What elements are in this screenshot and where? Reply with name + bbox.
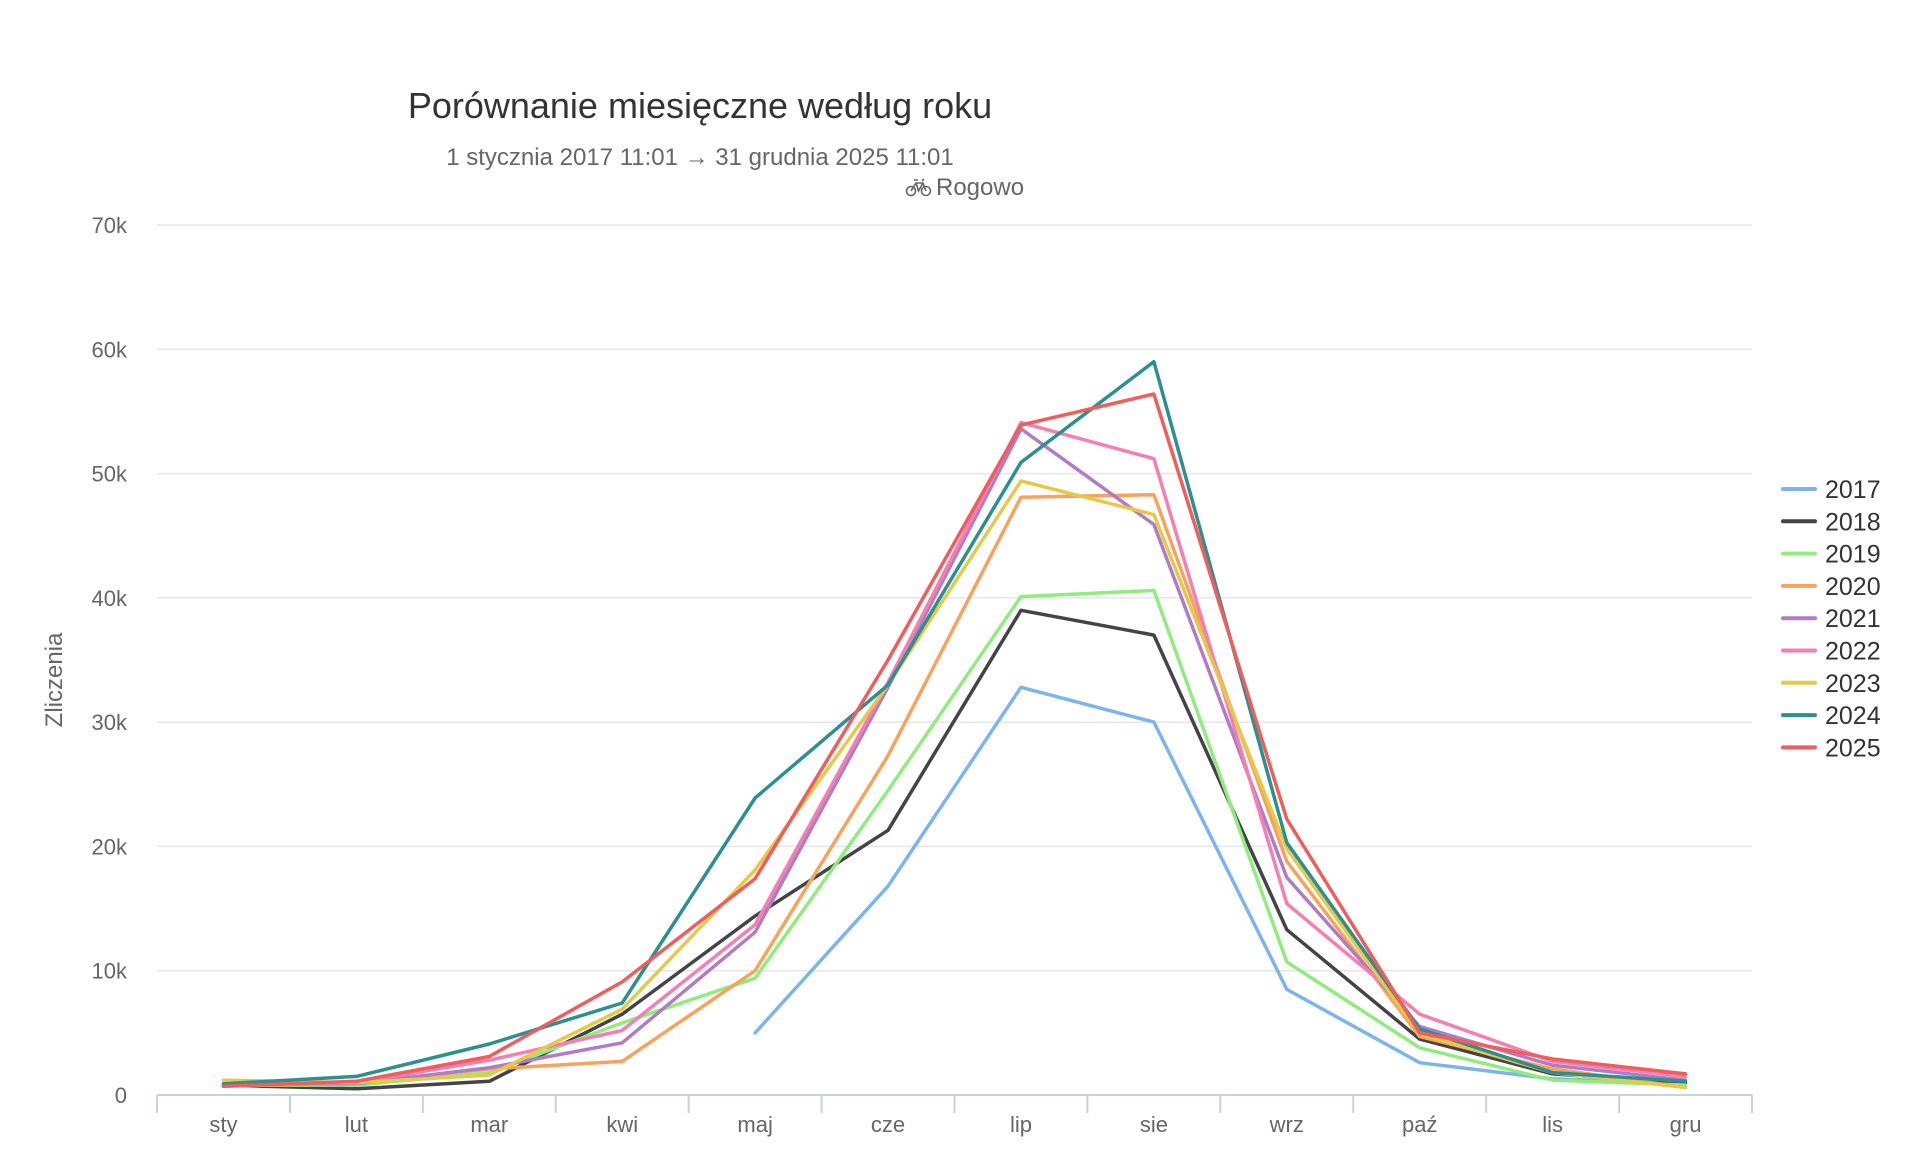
y-tick-label: 20k bbox=[92, 834, 128, 859]
x-tick-label: kwi bbox=[606, 1112, 638, 1137]
series-line-2017[interactable] bbox=[753, 685, 1688, 1086]
series-line-2019[interactable] bbox=[221, 588, 1688, 1087]
x-tick-label: sie bbox=[1140, 1112, 1168, 1137]
x-tick-label: lis bbox=[1542, 1112, 1563, 1137]
x-tick-label: sty bbox=[209, 1112, 237, 1137]
legend-item-2018[interactable]: 2018 bbox=[1781, 508, 1881, 536]
x-tick-label: mar bbox=[470, 1112, 508, 1137]
legend-label: 2021 bbox=[1825, 605, 1881, 633]
legend-item-2022[interactable]: 2022 bbox=[1781, 638, 1881, 666]
legend-label: 2020 bbox=[1825, 573, 1881, 601]
legend-label: 2018 bbox=[1825, 508, 1881, 536]
series-line-2023[interactable] bbox=[221, 479, 1688, 1090]
y-axis-title: Zliczenia bbox=[41, 632, 68, 727]
y-tick-label: 0 bbox=[115, 1083, 127, 1108]
location-line: Rogowo bbox=[905, 174, 1024, 201]
x-tick-label: cze bbox=[871, 1112, 905, 1137]
y-tick-label: 60k bbox=[92, 337, 128, 362]
location-label: Rogowo bbox=[936, 174, 1024, 201]
legend-item-2025[interactable]: 2025 bbox=[1781, 734, 1881, 762]
x-tick-label: lut bbox=[345, 1112, 368, 1137]
y-tick-label: 50k bbox=[92, 462, 128, 487]
bicycle-icon bbox=[905, 178, 932, 197]
series-line-2025[interactable] bbox=[221, 392, 1688, 1089]
legend-label: 2024 bbox=[1825, 702, 1881, 730]
y-axis-ticks: 0 10k 20k 30k 40k 50k 60k 70k bbox=[92, 213, 128, 1108]
legend-item-2021[interactable]: 2021 bbox=[1781, 605, 1881, 633]
legend-label: 2025 bbox=[1825, 734, 1881, 762]
y-tick-label: 10k bbox=[92, 959, 128, 984]
grid-lines bbox=[157, 224, 1752, 972]
x-tick-label: wrz bbox=[1269, 1112, 1304, 1137]
x-tick-label: lip bbox=[1010, 1112, 1032, 1137]
y-tick-label: 30k bbox=[92, 710, 128, 735]
legend-label: 2017 bbox=[1825, 476, 1881, 504]
legend-item-2024[interactable]: 2024 bbox=[1781, 702, 1881, 730]
legend-item-2019[interactable]: 2019 bbox=[1781, 541, 1881, 569]
legend-item-2017[interactable]: 2017 bbox=[1781, 476, 1881, 504]
x-tick-label: maj bbox=[737, 1112, 772, 1137]
chart-subtitle: 1 stycznia 2017 11:01 → 31 grudnia 2025 … bbox=[446, 144, 953, 171]
y-tick-label: 40k bbox=[92, 586, 128, 611]
legend: 2017 2018 2019 2020 2021 2022 2023 2024 2025 bbox=[1781, 476, 1881, 762]
x-axis: sty lut mar kwi maj cze lip sie wrz paź lis gru bbox=[156, 1094, 1753, 1137]
legend-item-2020[interactable]: 2020 bbox=[1781, 573, 1881, 601]
legend-label: 2022 bbox=[1825, 638, 1881, 666]
series-line-2021[interactable] bbox=[221, 427, 1688, 1086]
chart-title: Porównanie miesięczne według roku bbox=[408, 85, 992, 126]
series-line-2018[interactable] bbox=[221, 608, 1688, 1091]
series-lines bbox=[221, 359, 1688, 1091]
legend-label: 2019 bbox=[1825, 541, 1881, 569]
legend-item-2023[interactable]: 2023 bbox=[1781, 670, 1881, 698]
legend-label: 2023 bbox=[1825, 670, 1881, 698]
y-tick-label: 70k bbox=[92, 213, 128, 238]
series-line-2022[interactable] bbox=[221, 420, 1688, 1086]
x-tick-label: paź bbox=[1402, 1112, 1437, 1137]
x-tick-label: gru bbox=[1670, 1112, 1702, 1137]
